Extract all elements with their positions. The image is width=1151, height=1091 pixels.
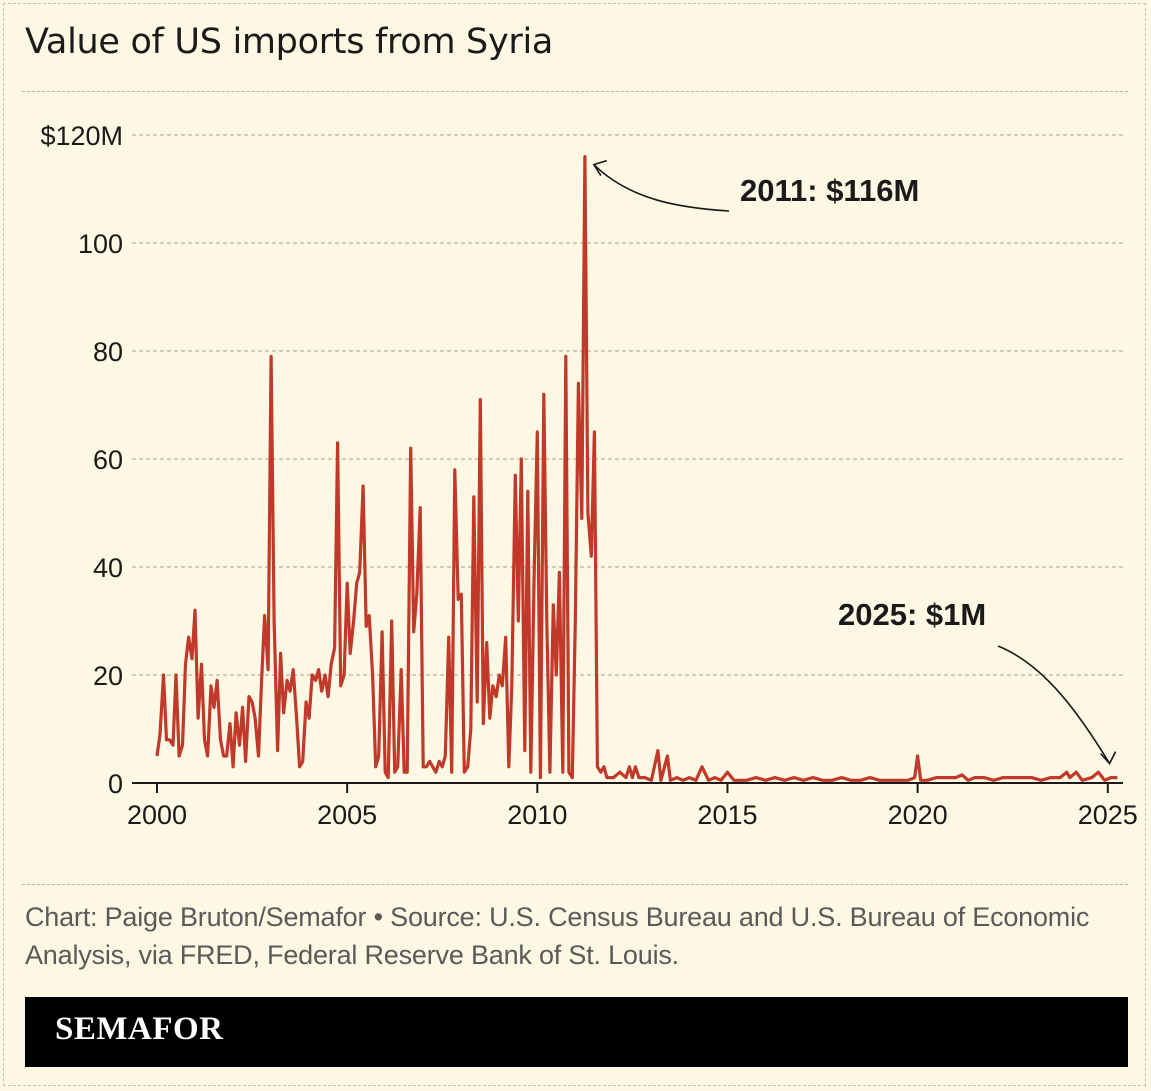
x-axis-ticks: 2000 2005 2010 2015 2020 2025 bbox=[127, 783, 1138, 830]
brand-logo: SEMAFOR bbox=[55, 1011, 224, 1047]
y-tick-label-40: 40 bbox=[93, 553, 123, 583]
source-note: Chart: Paige Bruton/Semafor • Source: U.… bbox=[25, 902, 1090, 970]
chart-title: Value of US imports from Syria bbox=[25, 22, 554, 62]
annotation-peak-arrowhead bbox=[592, 159, 608, 177]
x-tick-label-2010: 2010 bbox=[507, 800, 567, 830]
x-tick-label-2000: 2000 bbox=[127, 800, 187, 830]
y-tick-label-120: $120M bbox=[40, 121, 123, 151]
x-tick-label-2015: 2015 bbox=[697, 800, 757, 830]
footer-divider bbox=[22, 884, 1128, 885]
annotations: 2011: $116M 2025: $1M bbox=[592, 159, 1117, 766]
title-divider bbox=[22, 91, 1128, 92]
y-tick-label-20: 20 bbox=[93, 661, 123, 691]
annotation-latest-arrow bbox=[997, 645, 1111, 765]
y-axis-ticks: 0 20 40 60 80 100 $120M bbox=[40, 121, 123, 799]
gridlines bbox=[132, 134, 1123, 676]
y-tick-label-0: 0 bbox=[108, 769, 123, 799]
x-tick-label-2020: 2020 bbox=[888, 800, 948, 830]
y-tick-label-60: 60 bbox=[93, 445, 123, 475]
series-line bbox=[155, 155, 1118, 782]
y-tick-label-80: 80 bbox=[93, 337, 123, 367]
annotation-latest-arrowhead bbox=[1099, 751, 1117, 766]
annotation-peak-arrow bbox=[593, 164, 730, 212]
brand-bar: SEMAFOR bbox=[25, 997, 1128, 1067]
annotation-peak: 2011: $116M bbox=[740, 173, 919, 208]
annotation-latest: 2025: $1M bbox=[838, 597, 986, 632]
y-tick-label-100: 100 bbox=[78, 229, 123, 259]
x-tick-label-2025: 2025 bbox=[1078, 800, 1138, 830]
chart-frame bbox=[3, 3, 1146, 1086]
x-tick-label-2005: 2005 bbox=[317, 800, 377, 830]
